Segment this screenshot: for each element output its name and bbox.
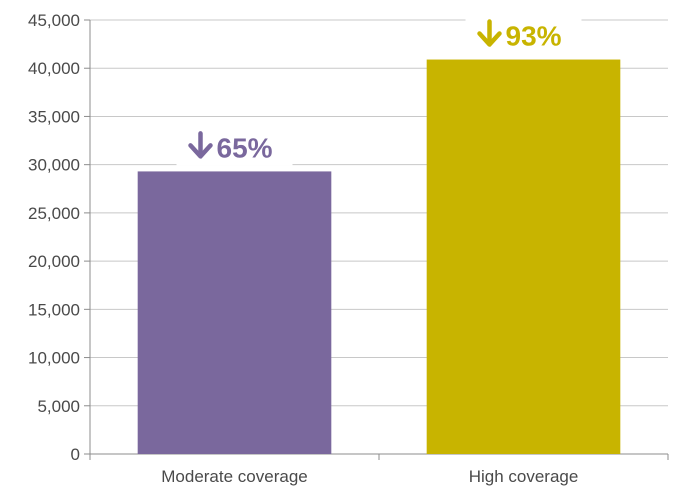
y-tick-label: 25,000 [28, 204, 80, 223]
axes: 0 5,000 10,000 15,000 20,000 25,000 30,000 35,0… [28, 11, 669, 486]
y-tick-label: 40,000 [28, 59, 80, 78]
data-labels: 65% 93% [176, 17, 582, 166]
y-tick-label: 0 [71, 445, 80, 464]
data-label: 65% [217, 132, 273, 163]
y-tick-label: 30,000 [28, 156, 80, 175]
y-tick-label: 35,000 [28, 107, 80, 126]
y-tick-label: 15,000 [28, 300, 80, 319]
y-tick-label: 20,000 [28, 252, 80, 271]
y-tick-label: 10,000 [28, 349, 80, 368]
data-label: 93% [506, 21, 562, 52]
y-tick-label: 45,000 [28, 11, 80, 30]
y-tick-label: 5,000 [37, 397, 80, 416]
data-label-group: 93% [465, 17, 582, 54]
bars [137, 59, 621, 454]
data-label-group: 65% [176, 129, 293, 166]
data-label-background [176, 129, 293, 166]
bar-high-coverage [426, 59, 621, 454]
arrow-down-icon [477, 19, 502, 47]
arrow-down-icon [188, 131, 213, 159]
data-label-background [465, 17, 582, 54]
x-category-label: Moderate coverage [161, 467, 307, 486]
x-category-label: High coverage [469, 467, 579, 486]
bar-moderate-coverage [137, 171, 332, 454]
